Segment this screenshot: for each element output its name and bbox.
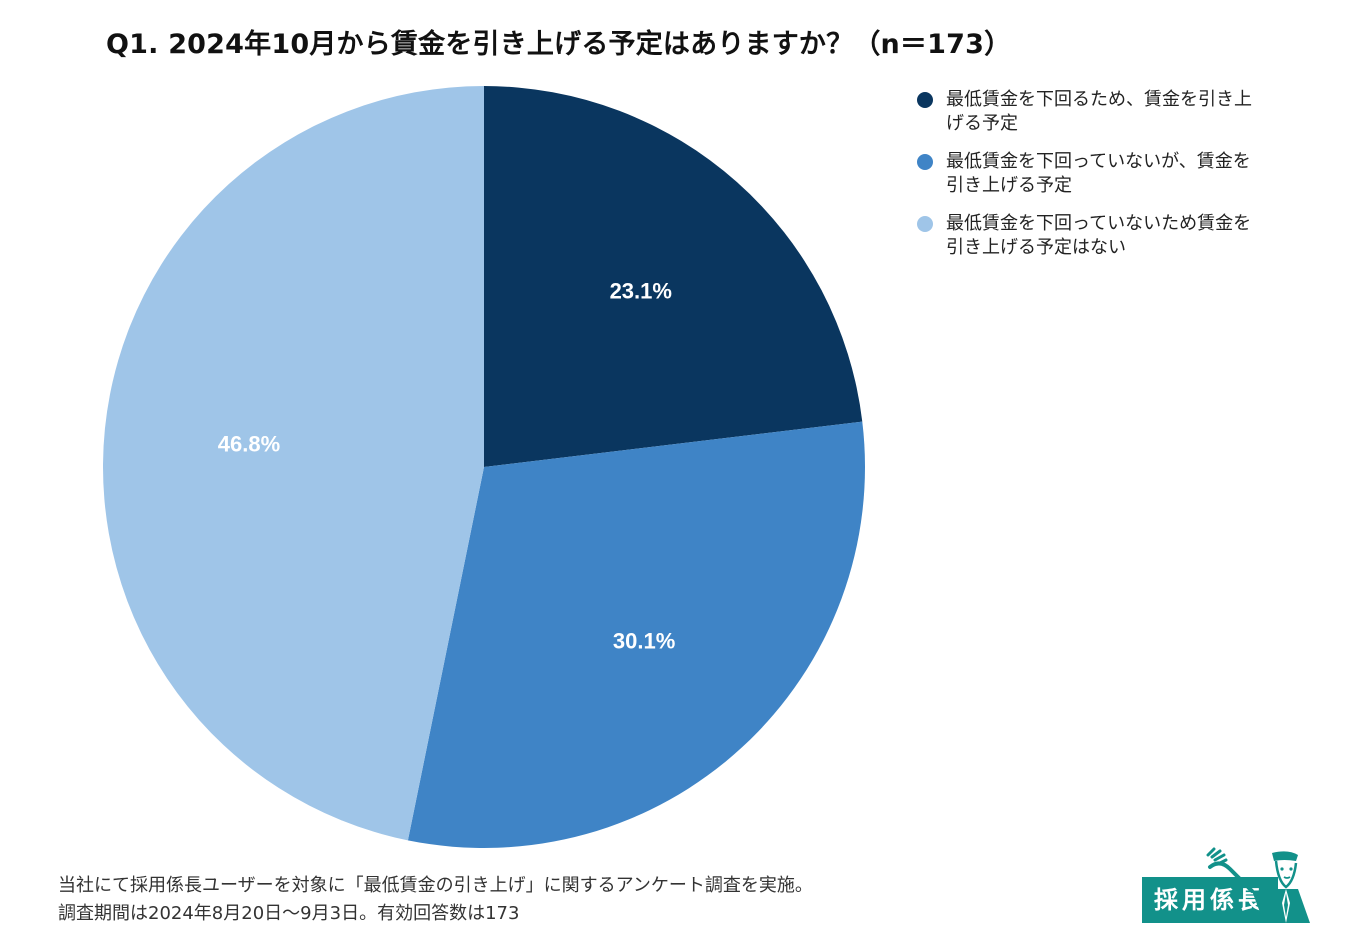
brand-logo: 採用係長 (1140, 847, 1320, 927)
mascot-icon (1206, 847, 1310, 923)
legend-swatch-1 (917, 92, 933, 108)
legend-label-1: 最低賃金を下回るため、賃金を引き上げる予定 (946, 89, 1252, 134)
pie-slice-2 (407, 421, 866, 848)
footnote-line-2: 調査期間は2024年8月20日〜9月3日。有効回答数は173 (58, 903, 520, 924)
logo-text: 採用係長 (1142, 877, 1278, 923)
legend-item-2: 最低賃金を下回っていないが、賃金を引き上げる予定 (914, 150, 1254, 198)
slice-value-label-2: 30.1% (613, 629, 675, 654)
legend-item-1: 最低賃金を下回るため、賃金を引き上げる予定 (914, 88, 1254, 136)
slice-value-label-3: 46.8% (218, 431, 280, 456)
footnote-line-1: 当社にて採用係長ユーザーを対象に「最低賃金の引き上げ」に関するアンケート調査を実… (58, 875, 813, 896)
legend-item-3: 最低賃金を下回っていないため賃金を引き上げる予定はない (914, 212, 1254, 260)
legend-swatch-3 (917, 216, 933, 232)
chart-title: Q1. 2024年10月から賃金を引き上げる予定はありますか？（n＝173） (106, 29, 1012, 60)
pie-slice-1 (484, 86, 863, 467)
legend: 最低賃金を下回るため、賃金を引き上げる予定 最低賃金を下回っていないが、賃金を引… (914, 88, 1254, 274)
legend-swatch-2 (917, 154, 933, 170)
slice-value-label-1: 23.1% (610, 278, 672, 303)
legend-label-3: 最低賃金を下回っていないため賃金を引き上げる予定はない (946, 213, 1252, 258)
pie-slice-3 (103, 86, 484, 841)
footnote: 当社にて採用係長ユーザーを対象に「最低賃金の引き上げ」に関するアンケート調査を実… (58, 872, 813, 928)
legend-label-2: 最低賃金を下回っていないが、賃金を引き上げる予定 (946, 151, 1251, 196)
